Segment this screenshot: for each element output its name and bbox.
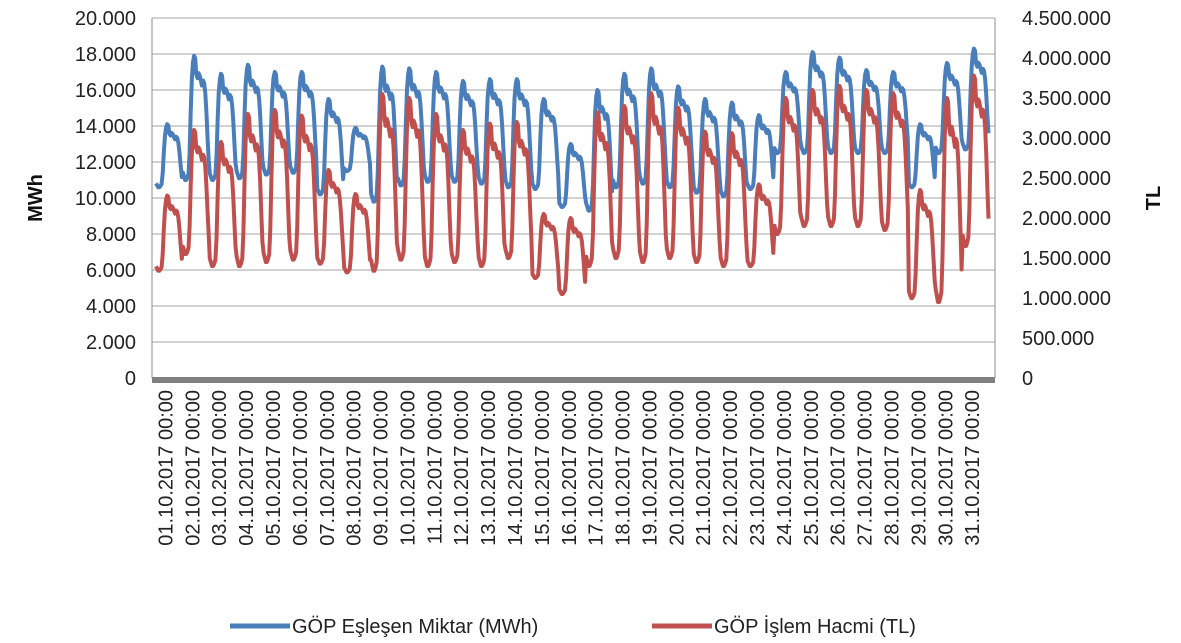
left-axis-tick-labels: 0 2.000 4.000 6.000 8.000 10.000 12.000 14.000 1…	[75, 8, 136, 390]
left-tick-label: 2.000	[86, 332, 136, 354]
right-axis-title: TL	[1143, 186, 1165, 210]
x-tick-label: 13.10.2017 00:00	[478, 390, 500, 546]
x-tick-label: 08.10.2017 00:00	[344, 390, 366, 546]
right-tick-label: 2.000.000	[1022, 208, 1111, 230]
x-tick-label: 05.10.2017 00:00	[263, 390, 285, 546]
x-tick-label: 12.10.2017 00:00	[451, 390, 473, 546]
legend-item-series-1: GÖP Eşleşen Miktar (MWh)	[230, 616, 538, 638]
x-tick-label: 02.10.2017 00:00	[182, 390, 204, 546]
x-axis-tick-labels: 01.10.2017 00:00 02.10.2017 00:00 03.10.20…	[155, 390, 984, 546]
legend-item-series-2: GÖP İşlem Hacmi (TL)	[652, 615, 916, 638]
legend-label-series-2: GÖP İşlem Hacmi (TL)	[714, 615, 916, 638]
left-tick-label: 0	[125, 368, 136, 390]
left-tick-label: 8.000	[86, 224, 136, 246]
x-tick-label: 01.10.2017 00:00	[155, 390, 177, 546]
left-tick-label: 14.000	[75, 116, 136, 138]
axes	[151, 18, 996, 383]
x-tick-label: 14.10.2017 00:00	[505, 390, 527, 546]
series-line-1	[154, 46, 991, 213]
legend-label-series-1: GÖP Eşleşen Miktar (MWh)	[292, 616, 538, 638]
x-tick-label: 29.10.2017 00:00	[908, 390, 930, 546]
x-tick-label: 31.10.2017 00:00	[962, 390, 984, 546]
right-tick-label: 2.500.000	[1022, 168, 1111, 190]
right-tick-label: 4.500.000	[1022, 8, 1111, 30]
left-tick-label: 18.000	[75, 44, 136, 66]
x-tick-label: 11.10.2017 00:00	[424, 390, 446, 544]
right-tick-label: 0	[1022, 368, 1033, 390]
gridlines	[152, 17, 995, 343]
right-tick-label: 3.000.000	[1022, 128, 1111, 150]
left-tick-label: 4.000	[86, 296, 136, 318]
x-tick-label: 21.10.2017 00:00	[693, 390, 715, 546]
legend: GÖP Eşleşen Miktar (MWh) GÖP İşlem Hacmi…	[230, 615, 916, 638]
x-tick-label: 24.10.2017 00:00	[774, 390, 796, 546]
x-tick-label: 30.10.2017 00:00	[935, 390, 957, 546]
x-tick-label: 15.10.2017 00:00	[532, 390, 554, 546]
x-tick-label: 20.10.2017 00:00	[666, 390, 688, 546]
x-tick-label: 18.10.2017 00:00	[613, 390, 635, 546]
x-tick-label: 22.10.2017 00:00	[720, 390, 742, 546]
x-tick-label: 17.10.2017 00:00	[586, 390, 608, 546]
right-tick-label: 1.500.000	[1022, 248, 1111, 270]
left-tick-label: 6.000	[86, 260, 136, 282]
left-tick-label: 12.000	[75, 152, 136, 174]
left-tick-label: 16.000	[75, 80, 136, 102]
x-tick-label: 26.10.2017 00:00	[828, 390, 850, 546]
series-line-2	[154, 73, 991, 304]
x-tick-label: 10.10.2017 00:00	[397, 390, 419, 546]
left-axis-title: MWh	[25, 174, 47, 222]
right-tick-label: 3.500.000	[1022, 88, 1111, 110]
x-tick-label: 28.10.2017 00:00	[881, 390, 903, 546]
x-tick-label: 04.10.2017 00:00	[236, 390, 258, 546]
x-tick-label: 19.10.2017 00:00	[639, 390, 661, 546]
right-tick-label: 1.000.000	[1022, 288, 1111, 310]
left-tick-label: 20.000	[75, 8, 136, 30]
right-tick-label: 500.000	[1022, 328, 1094, 350]
x-axis-line	[152, 377, 995, 383]
x-tick-label: 09.10.2017 00:00	[371, 390, 393, 546]
right-tick-label: 4.000.000	[1022, 48, 1111, 70]
x-tick-label: 25.10.2017 00:00	[801, 390, 823, 546]
x-tick-label: 06.10.2017 00:00	[290, 390, 312, 546]
x-tick-label: 03.10.2017 00:00	[209, 390, 231, 546]
left-tick-label: 10.000	[75, 188, 136, 210]
x-tick-label: 23.10.2017 00:00	[747, 390, 769, 546]
x-tick-label: 27.10.2017 00:00	[855, 390, 877, 546]
x-tick-label: 16.10.2017 00:00	[559, 390, 581, 546]
x-tick-label: 07.10.2017 00:00	[317, 390, 339, 546]
right-axis-tick-labels: 0 500.000 1.000.000 1.500.000 2.000.000 2.500…	[1022, 8, 1111, 390]
series-lines	[154, 46, 991, 304]
